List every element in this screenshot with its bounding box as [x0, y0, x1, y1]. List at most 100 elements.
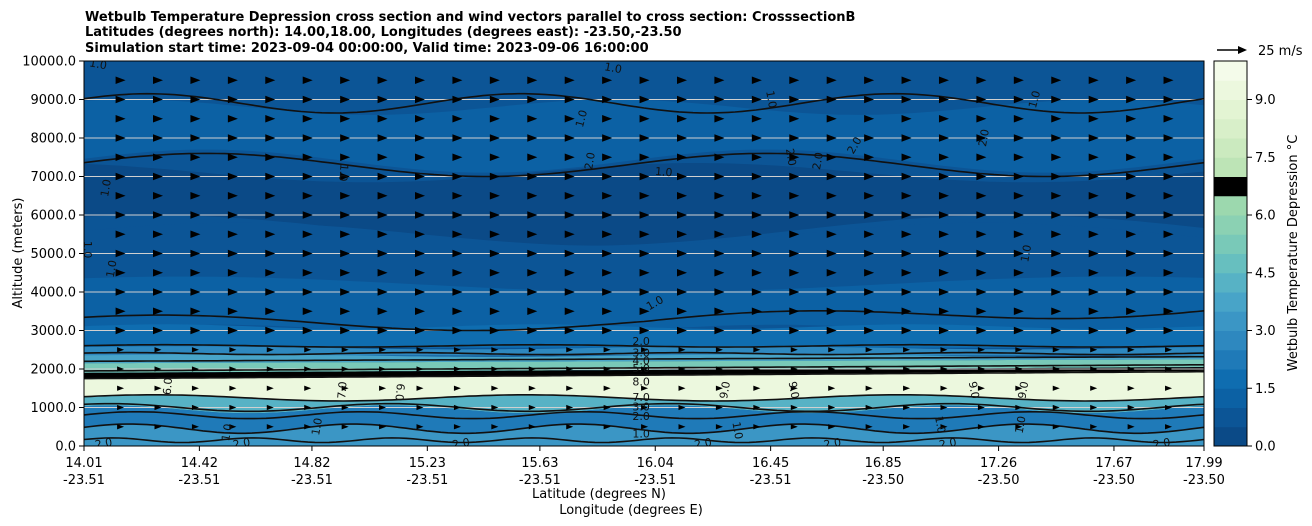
wind-vector-87 [265, 211, 276, 219]
wind-vector-81 [265, 326, 276, 335]
wind-vector-293 [676, 269, 687, 277]
wind-vector-442 [976, 326, 987, 335]
wind-vector-521 [1126, 269, 1137, 277]
wind-vector-39 [191, 404, 199, 411]
wind-vector-140 [377, 288, 388, 296]
wind-vector-372 [826, 211, 837, 219]
y-axis: 0.0 1000.0 2000.0 3000.0 4000.0 5000.0 6000.0 7… [22, 55, 84, 455]
contour-label-18: 3.0 [632, 347, 650, 360]
wind-vector-230 [566, 385, 574, 391]
wind-vector-12 [115, 192, 126, 200]
wind-vector-404 [901, 326, 912, 335]
wind-vector-11 [115, 211, 126, 219]
contour-label-30: 1.0 [219, 423, 235, 442]
wind-vector-365 [828, 347, 836, 353]
wind-vector-102 [302, 288, 313, 296]
contour-label-42: 1.0 [729, 421, 745, 440]
x-tick-lon-10: -23.50 [1183, 473, 1225, 488]
wind-vector-374 [826, 172, 837, 181]
wind-vector-338 [751, 134, 762, 142]
wind-vector-28 [153, 249, 164, 258]
wind-vector-234 [564, 307, 575, 315]
wind-vector-483 [1051, 269, 1062, 277]
wind-vector-189 [452, 76, 463, 84]
wind-vector-546 [1163, 153, 1174, 161]
wind-vector-445 [976, 269, 987, 277]
wind-vector-239 [564, 211, 575, 219]
wind-vector-3 [117, 366, 125, 372]
wind-vector-329 [751, 307, 762, 315]
wind-vector-518 [1126, 326, 1137, 335]
wind-vector-287 [678, 385, 686, 391]
y-tick-label-4: 4000.0 [31, 286, 77, 301]
wind-vector-93 [265, 95, 276, 104]
wind-vector-192 [491, 385, 499, 391]
wind-vector-277 [639, 211, 650, 219]
wind-vector-512 [1088, 76, 1099, 84]
wind-vector-427 [938, 249, 949, 258]
wind-vector-227 [527, 76, 538, 84]
wind-vector-428 [938, 230, 949, 238]
wind-vector-433 [938, 134, 949, 142]
wind-vector-216 [527, 288, 538, 296]
wind-vector-475 [1052, 424, 1060, 430]
wind-vector-175 [453, 347, 461, 353]
wind-key-label: 25 m/s [1258, 44, 1303, 59]
wind-vector-394 [864, 153, 875, 161]
wind-vector-364 [828, 366, 836, 372]
wind-vector-527 [1126, 153, 1137, 161]
contour-label-36: 2.0 [232, 436, 251, 452]
wind-vector-69 [227, 192, 238, 200]
colorbar-segment-16 [1214, 118, 1247, 139]
wind-vector-453 [976, 115, 987, 123]
wind-vector-26 [153, 288, 164, 296]
wind-vector-204 [489, 153, 500, 161]
wind-vector-251 [603, 347, 611, 353]
wind-vector-89 [265, 172, 276, 181]
wind-vector-30 [153, 211, 164, 219]
colorbar-segment-1 [1214, 407, 1247, 428]
wind-vector-502 [1088, 269, 1099, 277]
wind-vector-276 [639, 230, 650, 238]
wind-vector-75 [227, 76, 238, 84]
wind-vector-206 [489, 115, 500, 123]
wind-vector-263 [602, 115, 613, 123]
wind-vector-378 [826, 95, 837, 104]
wind-vector-132 [340, 76, 351, 84]
wind-vector-371 [826, 230, 837, 238]
wind-vector-187 [452, 115, 463, 123]
wind-vector-101 [302, 307, 313, 315]
colorbar-segment-14 [1214, 157, 1247, 177]
wind-vector-112 [302, 95, 313, 104]
wind-vector-183 [452, 192, 463, 200]
contour-label-38: 2.0 [693, 436, 712, 452]
wind-vector-45 [190, 288, 201, 296]
wind-vector-327 [753, 347, 761, 353]
wind-vector-76 [266, 424, 274, 430]
wind-vector-247 [603, 424, 611, 430]
contour-label-22: 7.0 [632, 391, 650, 404]
wind-vector-464 [1013, 269, 1024, 277]
contour-label-23: 3.0 [632, 401, 650, 414]
x-tick-lat-8: 17.26 [980, 456, 1017, 471]
wind-vector-181 [452, 230, 463, 238]
wind-vector-379 [826, 76, 837, 84]
contour-label-14: 2.0 [976, 128, 992, 147]
wind-vector-90 [265, 153, 276, 161]
wind-vector-265 [602, 76, 613, 84]
wind-vector-432 [938, 153, 949, 161]
wind-vector-318 [714, 153, 725, 161]
wind-vector-65 [227, 269, 238, 277]
wind-vector-328 [751, 326, 762, 335]
wind-vector-463 [1013, 288, 1024, 296]
wind-vector-461 [1013, 326, 1024, 335]
colorbar-segment-6 [1214, 311, 1247, 331]
wind-vector-120 [340, 307, 351, 315]
wind-vector-491 [1051, 115, 1062, 123]
wind-vector-59 [229, 385, 237, 391]
wind-vector-62 [227, 326, 238, 335]
wind-vector-537 [1163, 326, 1174, 335]
wind-vector-83 [265, 288, 276, 296]
wind-vector-316 [714, 192, 725, 200]
